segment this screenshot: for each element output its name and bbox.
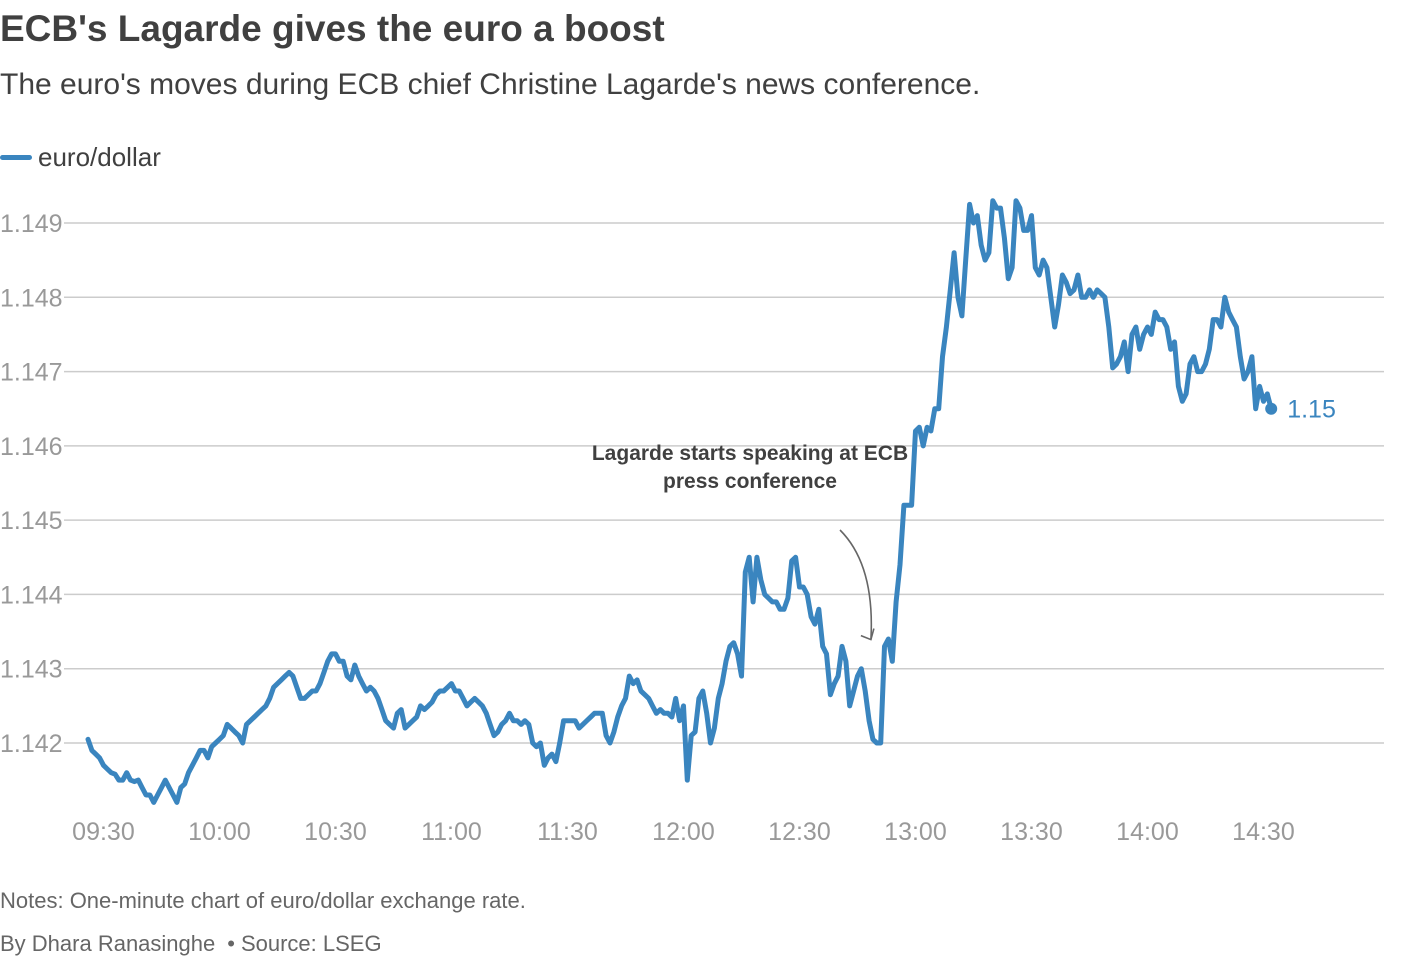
y-tick-label: 1.144 xyxy=(0,581,63,609)
y-tick-label: 1.143 xyxy=(0,656,63,684)
x-tick-label: 13:00 xyxy=(884,818,947,846)
end-value-label: 1.15 xyxy=(1287,396,1336,424)
legend-label: euro/dollar xyxy=(38,142,161,172)
x-tick-label: 11:30 xyxy=(537,818,598,846)
chart-title: ECB's Lagarde gives the euro a boost xyxy=(0,8,665,49)
annotation-connector xyxy=(839,529,873,640)
annotation-text-line1: Lagarde starts speaking at ECB xyxy=(592,442,908,465)
byline: By Dhara Ranasinghe xyxy=(0,931,216,956)
y-tick-label: 1.147 xyxy=(0,359,63,387)
source-label: Source: LSEG xyxy=(240,931,382,956)
y-tick-label: 1.146 xyxy=(0,433,63,461)
chart-notes: Notes: One-minute chart of euro/dollar e… xyxy=(0,888,526,913)
y-tick-label: 1.148 xyxy=(0,284,63,312)
x-tick-label: 10:30 xyxy=(304,818,367,846)
line-chart: 1.142 1.143 1.144 1.145 1.146 1.147 1.148 1.149… xyxy=(0,198,1384,846)
x-tick-label: 14:00 xyxy=(1116,818,1179,846)
annotation-arrowhead xyxy=(860,628,875,641)
x-tick-label: 13:30 xyxy=(1000,818,1063,846)
legend-swatch xyxy=(0,155,32,160)
end-point-marker xyxy=(1265,402,1278,415)
chart-legend: euro/dollar xyxy=(0,142,161,173)
y-tick-label: 1.145 xyxy=(0,507,63,535)
x-tick-label: 10:00 xyxy=(188,818,251,846)
chart-subtitle: The euro's moves during ECB chief Christ… xyxy=(0,68,981,101)
y-tick-label: 1.149 xyxy=(0,210,63,238)
x-tick-label: 12:30 xyxy=(768,818,831,846)
x-tick-label: 14:30 xyxy=(1232,818,1295,846)
y-tick-label: 1.142 xyxy=(0,730,63,758)
series-line-euro-dollar xyxy=(85,198,1274,805)
annotation-text-line2: press conference xyxy=(663,470,837,493)
x-tick-label: 12:00 xyxy=(652,818,715,846)
x-tick-label: 09:30 xyxy=(72,818,135,846)
x-tick-label: 11:00 xyxy=(421,818,482,846)
bullet-separator: • xyxy=(227,931,235,956)
chart-credits: By Dhara Ranasinghe • Source: LSEG xyxy=(0,931,382,957)
